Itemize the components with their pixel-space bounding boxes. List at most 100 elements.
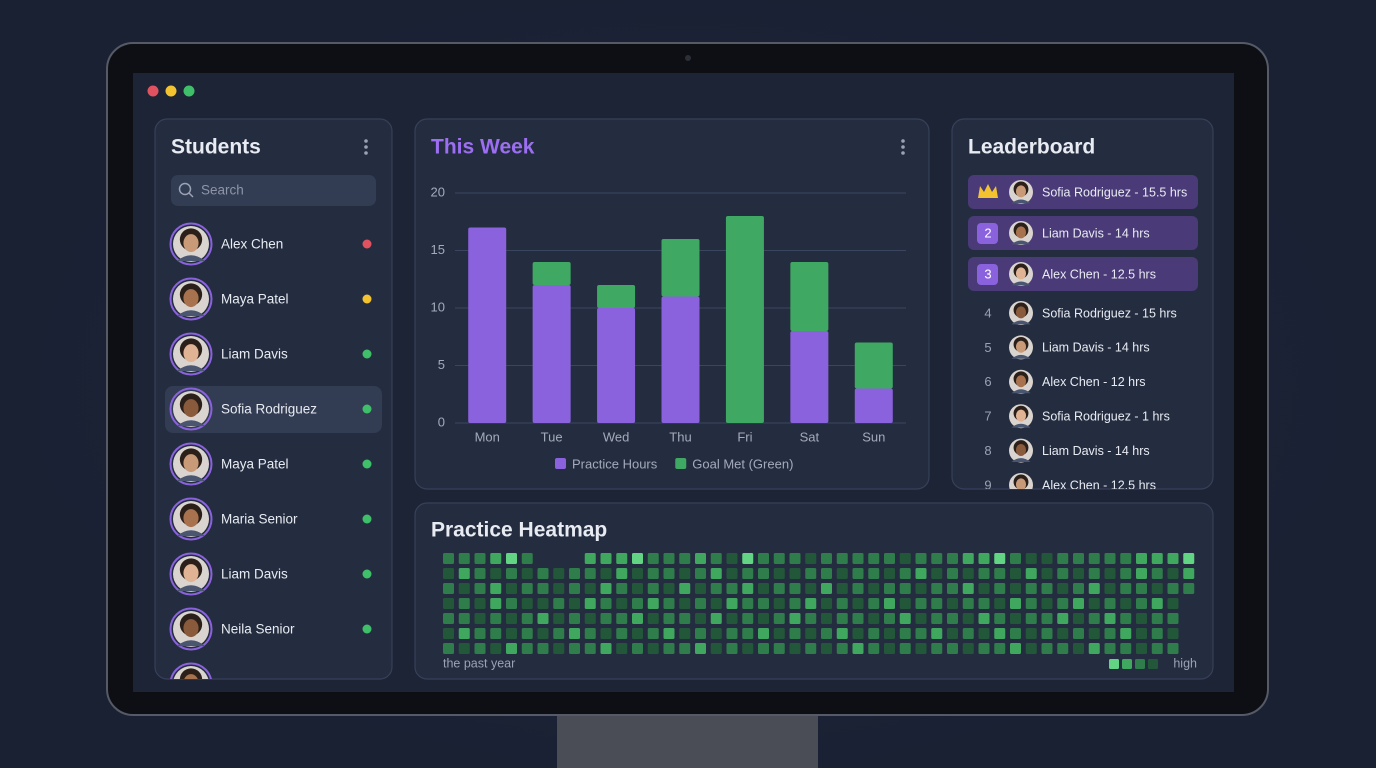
search-box[interactable] xyxy=(171,175,376,206)
heatmap-cell xyxy=(789,553,801,564)
heatmap-cell xyxy=(899,568,911,579)
heatmap-cell xyxy=(773,628,785,639)
students-list: Alex Chen Maya Patel Liam Davis Sofia Rodri… xyxy=(165,222,382,679)
heatmap-cell xyxy=(947,553,958,564)
x-tick-label: Wed xyxy=(603,429,630,444)
heatmap-cell xyxy=(1088,598,1100,609)
heatmap-cell xyxy=(600,643,612,654)
avatar-face xyxy=(1015,409,1027,422)
student-name: Maya Patel xyxy=(221,292,289,307)
heatmap-cell xyxy=(742,628,754,639)
heatmap-cell xyxy=(569,643,580,654)
status-dot xyxy=(362,239,372,249)
heatmap-cell xyxy=(1073,613,1084,624)
heatmap-cell xyxy=(1120,628,1132,639)
heatmap-cell xyxy=(773,598,785,609)
heatmap-cell xyxy=(584,643,596,654)
status-dot xyxy=(362,514,372,524)
leader-text: Sofia Rodriguez - 15 hrs xyxy=(1042,306,1177,320)
heatmap-cell xyxy=(1010,583,1021,594)
avatar-face xyxy=(183,289,199,308)
avatar-body xyxy=(1011,240,1031,245)
window-minimize[interactable] xyxy=(165,85,177,97)
crown-icon xyxy=(978,184,998,198)
leader-text: Liam Davis - 14 hrs xyxy=(1042,341,1150,355)
heatmap-cell xyxy=(521,598,533,609)
heatmap-cell xyxy=(915,553,927,564)
bar xyxy=(790,331,829,423)
heatmap-cell xyxy=(506,643,517,654)
heatmap-cell xyxy=(710,553,722,564)
heatmap-cell xyxy=(994,613,1006,624)
avatar-body xyxy=(1011,354,1031,359)
heatmap-cell xyxy=(1167,598,1179,609)
window-maximize[interactable] xyxy=(183,85,195,97)
heatmap-cell xyxy=(821,568,832,579)
bar xyxy=(725,216,764,423)
heatmap-cell xyxy=(742,643,754,654)
heatmap-cell xyxy=(616,628,628,639)
heatmap-cell xyxy=(773,613,785,624)
heatmap-cell xyxy=(506,598,517,609)
heatmap-cell xyxy=(1073,568,1084,579)
bar xyxy=(661,296,700,423)
heatmap-cell xyxy=(506,553,517,564)
heatmap-cell xyxy=(773,583,785,594)
students-menu[interactable] xyxy=(364,139,368,155)
heatmap-cell xyxy=(1151,643,1163,654)
heatmap-cell xyxy=(537,568,549,579)
heatmap-cell xyxy=(458,598,470,609)
heatmap-cell xyxy=(758,643,769,654)
avatar-body xyxy=(176,365,206,372)
heatmap-cell xyxy=(1120,598,1132,609)
window-close[interactable] xyxy=(147,85,159,97)
heatmap-cell xyxy=(1136,553,1147,564)
x-tick-label: Sun xyxy=(862,429,885,444)
avatar-body xyxy=(176,585,206,592)
status-dot xyxy=(362,404,372,414)
heatmap-cell xyxy=(663,568,675,579)
avatar-hair xyxy=(179,668,203,679)
heatmap-cell xyxy=(616,643,628,654)
heatmap-cell xyxy=(962,598,974,609)
heatmap-cell xyxy=(1104,553,1116,564)
heatmap-cell xyxy=(899,598,911,609)
heatmap-cell xyxy=(1151,583,1163,594)
rank: 3 xyxy=(984,266,991,281)
heatmap-cell xyxy=(537,643,549,654)
heatmap-cell xyxy=(978,598,990,609)
heatmap-cell xyxy=(663,613,675,624)
heatmap-cell xyxy=(805,628,817,639)
heatmap-cell xyxy=(978,553,990,564)
search-icon xyxy=(188,192,194,198)
heatmap-cell xyxy=(1136,643,1147,654)
x-tick-label: Tue xyxy=(541,429,563,444)
heatmap-cell xyxy=(663,628,675,639)
heatmap-cell xyxy=(474,613,486,624)
chart-menu[interactable] xyxy=(901,139,905,155)
heatmap-cell xyxy=(584,583,596,594)
heatmap-cell xyxy=(726,643,738,654)
heatmap-cell xyxy=(695,613,706,624)
avatar-body xyxy=(176,310,206,317)
y-tick-label: 0 xyxy=(438,414,445,429)
heatmap-cell xyxy=(1057,598,1069,609)
heatmap-cell xyxy=(947,583,958,594)
heatmap-cell xyxy=(647,598,659,609)
heatmap-cell xyxy=(805,553,817,564)
avatar-face xyxy=(183,509,199,528)
search-placeholder: Search xyxy=(201,183,244,198)
heatmap-cell xyxy=(1010,568,1021,579)
heatmap-cell xyxy=(458,583,470,594)
avatar-face xyxy=(1015,306,1027,319)
heatmap-cell xyxy=(506,568,517,579)
avatar-ring xyxy=(169,222,213,266)
heatmap-cell xyxy=(616,568,628,579)
heatmap-legend-swatch xyxy=(1135,659,1145,669)
heatmap-cell xyxy=(962,643,974,654)
heatmap-cell xyxy=(758,568,769,579)
heatmap-cell xyxy=(726,568,738,579)
heatmap-cell xyxy=(805,643,817,654)
heatmap-cell xyxy=(632,643,643,654)
heatmap-cell xyxy=(537,583,549,594)
